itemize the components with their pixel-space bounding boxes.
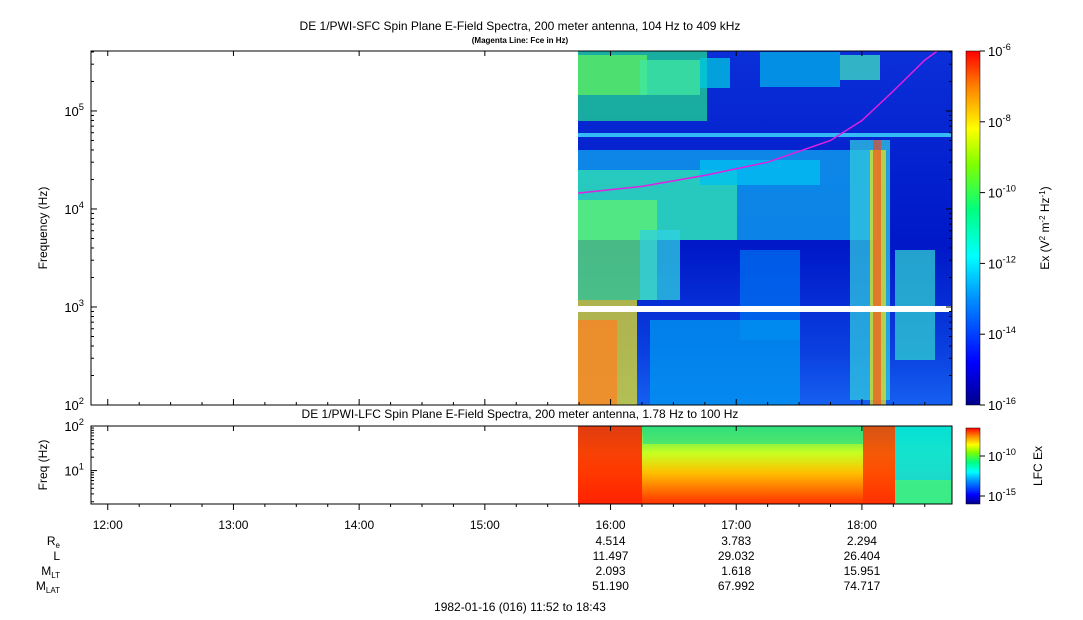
sfc-colorbar-tick-label: 10-16 — [988, 396, 1016, 413]
lfc-y-tick-label: 101 — [64, 462, 84, 479]
lfc-colorbar-tick-label: 10-15 — [988, 487, 1016, 504]
sfc-y-tick-label: 102 — [64, 396, 84, 413]
sfc-colorbar-tick-label: 10-6 — [988, 42, 1011, 59]
time-tick-label: 12:00 — [93, 518, 123, 532]
ephemeris-value: 3.783 — [721, 534, 751, 548]
sfc-colorbar — [965, 50, 981, 406]
ephemeris-row-label: MLAT — [36, 579, 60, 595]
sfc-subtitle: (Magenta Line: Fce in Hz) — [472, 36, 569, 45]
lfc-y-tick-label: 102 — [64, 417, 84, 434]
ephemeris-value: 26.404 — [844, 549, 881, 563]
sfc-spectrogram — [578, 51, 952, 405]
time-tick-label: 18:00 — [847, 518, 877, 532]
ephemeris-row-label: L — [53, 549, 60, 563]
sfc-y-tick-label: 104 — [64, 200, 84, 217]
sfc-colorbar-tick-label: 10-8 — [988, 113, 1011, 130]
time-tick-label: 15:00 — [470, 518, 500, 532]
sfc-title: DE 1/PWI-SFC Spin Plane E-Field Spectra,… — [300, 19, 741, 33]
lfc-plot-frame — [90, 425, 953, 505]
ephemeris-value: 1.618 — [721, 564, 751, 578]
sfc-plot-frame — [90, 50, 953, 406]
sfc-y-axis: 102 103 104 105 — [64, 51, 952, 413]
sfc-colorbar-label: Ex (V2 m-2 Hz-1) — [1038, 186, 1052, 269]
ephemeris-value: 15.951 — [844, 564, 881, 578]
lfc-y-label: Freq (Hz) — [36, 440, 50, 491]
ephemeris-value: 74.717 — [844, 579, 881, 593]
time-tick-label: 13:00 — [218, 518, 248, 532]
time-range-footer: 1982-01-16 (016) 11:52 to 18:43 — [434, 600, 606, 614]
sfc-y-tick-label: 105 — [64, 102, 84, 119]
ephemeris-value: 2.294 — [847, 534, 877, 548]
lfc-colorbar-label: LFC Ex — [1031, 446, 1045, 486]
lfc-y-axis: 101 102 — [64, 417, 97, 503]
sfc-colorbar-tick-label: 10-12 — [988, 254, 1016, 271]
time-axis: 12:00 13:00 14:00 15:00 16:00 17:00 18:00 — [93, 51, 926, 532]
ephemeris-value: 4.514 — [596, 534, 626, 548]
lfc-colorbar-ticks: 10-10 10-15 — [980, 447, 1016, 504]
ephemeris-row-label: MLT — [41, 564, 60, 580]
ephemeris-value: 2.093 — [596, 564, 626, 578]
lfc-spectrogram — [578, 426, 952, 504]
sfc-colorbar-tick-label: 10-14 — [988, 325, 1016, 342]
sfc-colorbar-tick-label: 10-10 — [988, 184, 1016, 201]
fce-line — [578, 51, 938, 194]
ephemeris-table: Re 4.514 3.783 2.294 L 11.497 29.032 26.404 MLT 2… — [36, 534, 881, 595]
lfc-colorbar — [965, 427, 981, 505]
ephemeris-value: 67.992 — [718, 579, 755, 593]
time-tick-label: 16:00 — [596, 518, 626, 532]
ephemeris-value: 11.497 — [593, 549, 629, 563]
lfc-colorbar-tick-label: 10-10 — [988, 447, 1016, 464]
sfc-y-label: Frequency (Hz) — [36, 187, 50, 270]
lfc-title: DE 1/PWI-LFC Spin Plane E-Field Spectra,… — [302, 407, 739, 421]
ephemeris-value: 29.032 — [718, 549, 755, 563]
sfc-y-tick-label: 103 — [64, 298, 84, 315]
time-tick-label: 14:00 — [344, 518, 374, 532]
ephemeris-value: 51.190 — [592, 579, 629, 593]
ephemeris-row-label: Re — [47, 534, 61, 550]
sfc-colorbar-ticks: 10-6 10-8 10-10 10-12 10-14 10-16 — [980, 42, 1016, 413]
time-tick-label: 17:00 — [721, 518, 751, 532]
